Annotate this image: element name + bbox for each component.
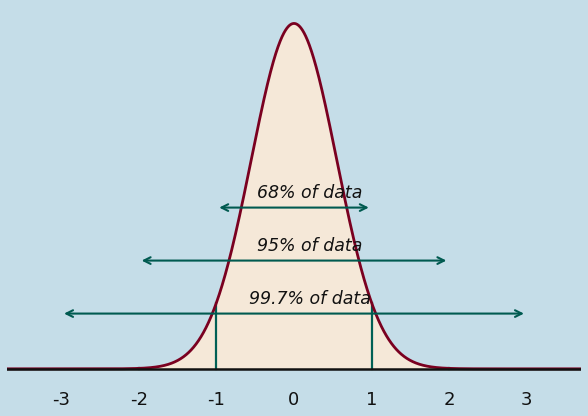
Text: 95% of data: 95% of data [257, 237, 362, 255]
Text: 99.7% of data: 99.7% of data [249, 290, 370, 308]
Text: 68% of data: 68% of data [257, 184, 362, 202]
